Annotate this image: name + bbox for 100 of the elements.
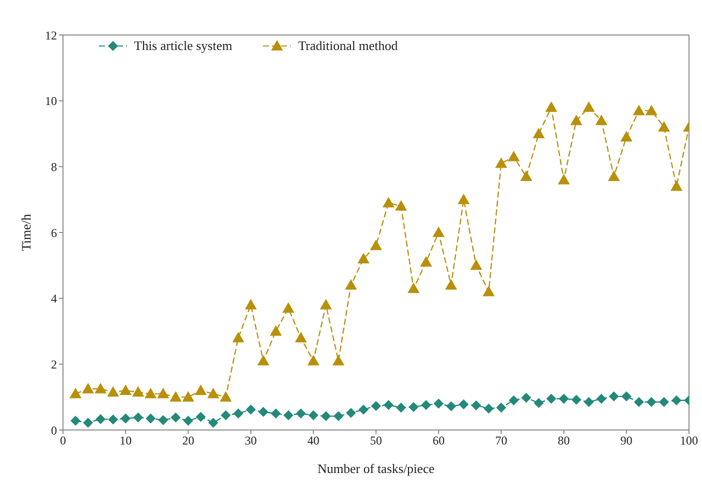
point xyxy=(558,174,570,184)
point xyxy=(558,394,569,404)
point xyxy=(508,150,520,162)
point xyxy=(608,391,619,402)
point xyxy=(458,399,469,410)
x-tick-label: 10 xyxy=(120,434,132,448)
x-tick-label: 20 xyxy=(182,434,194,448)
point xyxy=(670,180,682,191)
point xyxy=(446,401,456,412)
x-tick-label: 100 xyxy=(680,434,698,448)
point xyxy=(244,298,257,310)
point xyxy=(270,408,281,419)
legend-label: Traditional method xyxy=(298,38,398,54)
point xyxy=(233,408,244,419)
point xyxy=(595,114,608,126)
point xyxy=(194,384,207,395)
point xyxy=(83,418,94,428)
point xyxy=(158,415,168,426)
point xyxy=(357,252,370,264)
point xyxy=(370,240,382,250)
point xyxy=(646,397,656,408)
point xyxy=(671,395,682,406)
point xyxy=(358,404,368,415)
point xyxy=(508,395,519,406)
point xyxy=(620,131,632,142)
point xyxy=(621,391,632,402)
y-tick-label: 8 xyxy=(51,160,57,174)
point xyxy=(170,412,181,422)
x-tick-label: 0 xyxy=(60,434,66,448)
point xyxy=(283,410,294,420)
point xyxy=(596,394,606,404)
point xyxy=(482,286,495,296)
point xyxy=(346,408,356,418)
point xyxy=(520,170,532,182)
x-tick-label: 40 xyxy=(307,434,320,448)
y-tick-label: 6 xyxy=(51,226,57,240)
point xyxy=(632,104,645,116)
point xyxy=(94,382,107,394)
point xyxy=(382,196,395,208)
legend-label: This article system xyxy=(134,38,232,54)
point xyxy=(157,388,170,398)
point xyxy=(384,400,394,410)
point xyxy=(296,408,306,419)
point xyxy=(344,279,357,290)
point xyxy=(307,354,320,366)
point xyxy=(484,404,494,414)
point xyxy=(320,298,332,310)
point xyxy=(120,384,132,395)
point xyxy=(408,282,420,293)
point xyxy=(371,400,381,411)
point xyxy=(420,256,432,267)
point xyxy=(320,411,331,422)
point xyxy=(133,412,144,422)
point xyxy=(270,325,282,336)
point xyxy=(96,414,106,424)
y-tick-label: 0 xyxy=(51,423,57,438)
y-axis-title: Time/h xyxy=(18,213,34,252)
point xyxy=(207,388,220,398)
point xyxy=(220,410,231,420)
point xyxy=(571,394,582,405)
x-tick-label: 80 xyxy=(558,434,570,448)
point xyxy=(82,382,94,394)
point xyxy=(246,404,256,415)
point xyxy=(584,397,594,408)
point xyxy=(545,101,558,112)
point xyxy=(208,418,218,428)
point xyxy=(432,226,445,237)
point xyxy=(108,414,118,424)
point xyxy=(146,413,156,424)
point xyxy=(470,259,482,270)
point xyxy=(471,400,482,410)
y-tick-label: 4 xyxy=(51,292,57,306)
point xyxy=(232,332,244,342)
y-tick-label: 12 xyxy=(45,28,57,42)
point xyxy=(70,388,82,398)
point xyxy=(534,398,544,408)
y-tick-label: 10 xyxy=(45,94,57,108)
point xyxy=(445,279,458,290)
point xyxy=(258,406,268,417)
point xyxy=(396,402,406,413)
point xyxy=(658,121,670,132)
point xyxy=(182,391,194,402)
point xyxy=(421,400,432,410)
x-tick-label: 90 xyxy=(620,434,632,448)
point xyxy=(120,413,131,424)
point xyxy=(107,386,120,397)
x-tick-label: 30 xyxy=(244,434,257,448)
point xyxy=(257,354,270,366)
point xyxy=(144,388,157,398)
point xyxy=(308,410,318,420)
point xyxy=(658,397,669,408)
point xyxy=(496,402,506,413)
point xyxy=(294,332,307,342)
x-tick-label: 60 xyxy=(432,434,445,448)
point xyxy=(170,391,182,402)
point xyxy=(408,402,419,412)
point xyxy=(458,194,470,204)
x-axis-title: Number of tasks/piece xyxy=(318,461,435,476)
point xyxy=(220,391,232,402)
point xyxy=(546,394,556,404)
